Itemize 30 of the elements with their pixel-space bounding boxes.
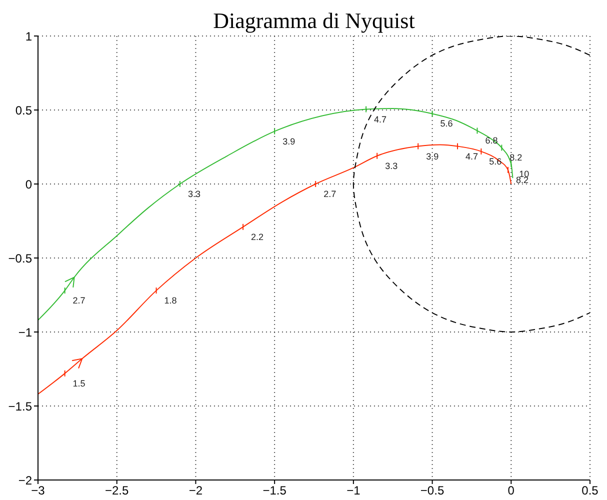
chart-title: Diagramma di Nyquist	[212, 8, 416, 34]
annotation: 8.2	[510, 152, 522, 163]
x-tick-label: −1.5	[262, 484, 287, 498]
annotation: 1.8	[164, 296, 177, 306]
annotation: 2.7	[324, 189, 336, 199]
x-tick-label: −1	[346, 484, 361, 498]
y-tick-label: −1.5	[8, 399, 32, 414]
y-tick-label: −1	[18, 325, 32, 340]
annotation: 5.6	[440, 118, 453, 129]
annotation: 5.6	[489, 156, 502, 166]
x-tick-label: −2	[188, 484, 203, 498]
annotation: 1.5	[72, 378, 86, 388]
y-tick-label: −2	[18, 473, 32, 488]
annotation: 3.9	[282, 136, 296, 146]
annotation: 4.7	[374, 114, 387, 124]
x-tick-label: 0.5	[582, 484, 599, 498]
annotation: 4.7	[466, 151, 478, 162]
annotation: 3.9	[426, 151, 439, 162]
y-tick-label: 0.5	[15, 103, 32, 118]
annotation: 3.3	[188, 189, 200, 199]
x-tick-label: −2.5	[105, 484, 130, 498]
annotation: 2.2	[251, 232, 264, 242]
y-tick-label: −0.5	[8, 251, 32, 266]
x-tick-label: 0	[508, 484, 515, 498]
x-tick-label: −0.5	[420, 484, 444, 498]
annotation: 3.3	[385, 160, 398, 171]
x-tick-label: −3	[31, 484, 46, 498]
y-tick-label: 0	[25, 177, 32, 192]
annotation: 2.7	[72, 296, 86, 306]
y-tick-label: 1	[25, 29, 32, 44]
